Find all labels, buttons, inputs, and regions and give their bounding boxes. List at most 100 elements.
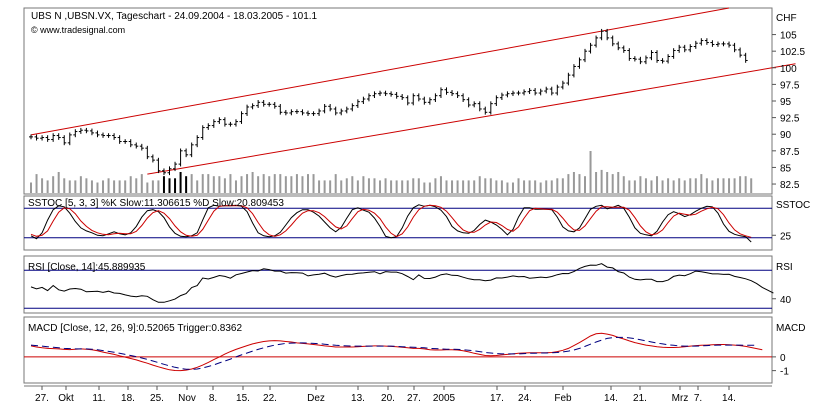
volume-bar	[162, 176, 165, 193]
price-bar	[62, 135, 67, 146]
volume-bar	[667, 178, 670, 193]
price-bar	[400, 94, 405, 101]
price-bar	[134, 142, 139, 149]
volume-bar	[478, 176, 481, 193]
volume-bar	[30, 182, 32, 193]
rsi-series-main	[30, 263, 774, 303]
volume-bar	[423, 182, 426, 193]
price-bar	[278, 103, 283, 115]
price-bar	[245, 104, 250, 116]
price-bar	[228, 121, 233, 127]
volume-bar	[584, 176, 586, 193]
volume-bar	[41, 178, 44, 193]
volume-bar	[273, 174, 276, 193]
price-bar	[472, 101, 477, 108]
volume-bar	[201, 174, 204, 193]
volume-bar	[611, 174, 614, 193]
volume-bar	[379, 180, 382, 193]
rsi-levels	[24, 269, 772, 309]
price-bar	[145, 145, 150, 160]
volume-bar	[644, 178, 647, 193]
price-bar	[510, 90, 515, 97]
price-bar	[355, 99, 360, 108]
date-tick-label: 2005	[433, 393, 456, 404]
price-bar	[322, 103, 327, 114]
sstoc-series-main	[30, 204, 752, 243]
price-bar	[405, 95, 410, 106]
price-bar	[583, 48, 587, 63]
price-bar	[444, 87, 449, 95]
price-bar	[112, 133, 117, 140]
macd-label: MACD [Close, 12, 26, 9]:0.52065 Trigger:…	[28, 323, 242, 334]
volume-bar	[118, 180, 121, 193]
volume-bar	[689, 178, 692, 193]
volume-bar	[595, 172, 598, 193]
price-bar	[461, 93, 466, 102]
volume-bar	[207, 174, 210, 193]
price-bar	[699, 38, 704, 46]
rsi-label: RSI [Close, 14]:45.889935	[28, 262, 146, 273]
price-tick-label: 90	[780, 130, 792, 141]
price-bar	[29, 134, 33, 140]
rsi-axis: 40	[772, 295, 792, 306]
price-bar	[56, 133, 61, 140]
macd-axis-title: MACD	[776, 323, 805, 334]
macd-tick-label: -1	[780, 367, 789, 378]
price-bar	[560, 80, 565, 90]
price-bar	[666, 54, 671, 64]
price-bar	[505, 91, 510, 98]
price-bar	[78, 127, 83, 134]
price-bar	[566, 72, 571, 86]
volume-bar	[140, 174, 143, 193]
price-bar	[488, 101, 493, 115]
price-bar	[466, 97, 471, 108]
volume-bar	[606, 172, 609, 193]
volume-bar	[102, 180, 105, 193]
price-bar	[195, 135, 200, 148]
volume-bar	[500, 180, 503, 193]
price-bar	[206, 123, 211, 130]
price-bar	[533, 88, 538, 96]
date-tick-label: 14.	[604, 393, 618, 404]
price-bar	[522, 89, 527, 96]
volume-bar	[129, 176, 132, 193]
price-bar	[45, 135, 50, 142]
macd-panel-frame	[23, 316, 773, 384]
price-bar	[101, 132, 106, 138]
volume-bar	[146, 182, 149, 193]
volume-bar	[367, 178, 370, 193]
price-bar	[361, 96, 366, 104]
volume-bar	[157, 180, 160, 193]
volume-bar	[495, 180, 498, 193]
price-bar	[616, 41, 621, 51]
source-credit: © www.tradesignal.com	[31, 25, 125, 35]
price-bar	[328, 103, 333, 112]
rsi-tick-label: 40	[780, 295, 792, 306]
price-bar	[73, 129, 78, 138]
price-bar	[366, 93, 371, 102]
price-bar	[344, 106, 349, 114]
volume-bar	[716, 178, 719, 193]
volume-bar	[489, 178, 492, 193]
volume-bar	[107, 178, 110, 193]
price-bar	[738, 47, 743, 58]
price-bar	[483, 106, 488, 115]
volume-bar	[534, 180, 537, 193]
price-bar	[333, 106, 338, 116]
volume-bar	[68, 180, 71, 193]
channel-line-upper	[30, 7, 730, 136]
channel-line-lower	[147, 63, 796, 175]
volume-bar	[650, 180, 653, 193]
price-bar	[416, 93, 421, 102]
sstoc-lines	[30, 204, 752, 243]
price-bar	[67, 132, 72, 146]
price-bar	[638, 56, 643, 65]
chart-title: UBS N ,UBSN.VX, Tageschart - 24.09.2004 …	[31, 11, 318, 22]
volume-bar	[683, 180, 686, 193]
price-bar	[200, 125, 205, 140]
price-bar	[682, 44, 687, 53]
volume-bar	[340, 180, 343, 193]
price-bar	[256, 100, 261, 108]
volume-bar	[728, 178, 731, 193]
volume-bar	[484, 178, 487, 193]
